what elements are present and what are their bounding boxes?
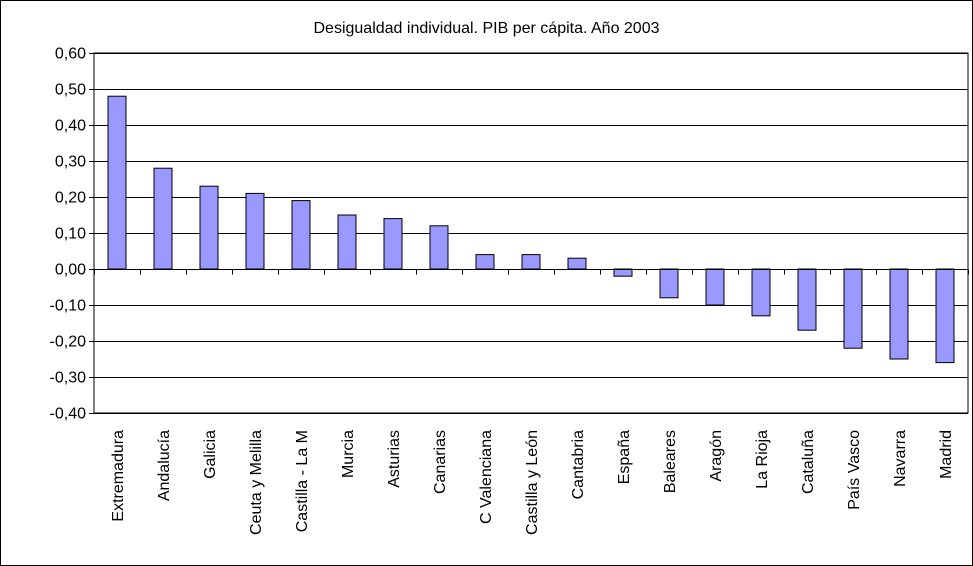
bar <box>475 254 495 270</box>
x-category-label: Cataluña <box>800 430 817 494</box>
y-tick-label: 0,40 <box>55 118 86 135</box>
x-category-label: Ceuta y Melilla <box>248 430 265 535</box>
bar <box>613 268 633 277</box>
y-tick-label: -0,10 <box>50 298 87 315</box>
bar <box>291 200 311 270</box>
bar <box>889 268 909 360</box>
gridlines <box>94 53 968 414</box>
x-category-label: Navarra <box>892 430 909 487</box>
x-category-label: Asturias <box>386 430 403 488</box>
y-tick-label: 0,30 <box>55 154 86 171</box>
bar <box>521 254 541 270</box>
bar <box>383 218 403 270</box>
y-tick-label: 0,20 <box>55 190 86 207</box>
x-category-label: La Rioja <box>754 430 771 489</box>
x-category-label: Castilla - La M <box>294 430 311 532</box>
bar <box>107 95 127 270</box>
x-category-label: Murcia <box>340 430 357 478</box>
x-category-label: Baleares <box>662 430 679 493</box>
bar <box>337 214 357 270</box>
x-category-label: Andalucía <box>156 430 173 501</box>
bar <box>199 185 219 270</box>
y-tick-label: -0,40 <box>50 406 87 423</box>
bar <box>429 225 449 270</box>
bar <box>797 268 817 331</box>
bar <box>751 268 771 317</box>
x-category-label: España <box>616 430 633 484</box>
bar <box>659 268 679 299</box>
y-axis-tick-labels: 0,60 0,50 0,40 0,30 0,20 0,10 0,00 -0,10 -0,20 -0… <box>50 46 87 423</box>
bar <box>935 268 955 364</box>
x-category-label: Aragón <box>708 430 725 482</box>
x-category-label: Canarias <box>432 430 449 494</box>
x-category-label: País Vasco <box>846 430 863 510</box>
bar <box>843 268 863 349</box>
y-tick-label: 0,10 <box>55 226 86 243</box>
y-tick-label: -0,20 <box>50 334 87 351</box>
x-category-label: Galicia <box>202 430 219 479</box>
x-category-label: Extremadura <box>110 430 127 522</box>
y-tick-label: -0,30 <box>50 370 87 387</box>
y-tick-label: 0,00 <box>55 262 86 279</box>
x-category-label: Castilla y León <box>524 430 541 535</box>
bar <box>705 268 725 306</box>
bar <box>567 257 587 270</box>
y-tick-label: 0,50 <box>55 82 86 99</box>
bars <box>107 95 955 364</box>
x-category-label: Madrid <box>938 430 955 479</box>
bar <box>153 167 173 270</box>
chart-title: Desigualdad individual. PIB per cápita. … <box>313 20 660 37</box>
x-axis-category-labels: Extremadura Andalucía Galicia Ceuta y Melil… <box>110 430 955 535</box>
y-tick-label: 0,60 <box>55 46 86 63</box>
bar <box>245 192 265 270</box>
axes <box>89 52 969 414</box>
x-category-label: C Valenciana <box>478 430 495 524</box>
x-category-label: Cantabria <box>570 430 587 499</box>
